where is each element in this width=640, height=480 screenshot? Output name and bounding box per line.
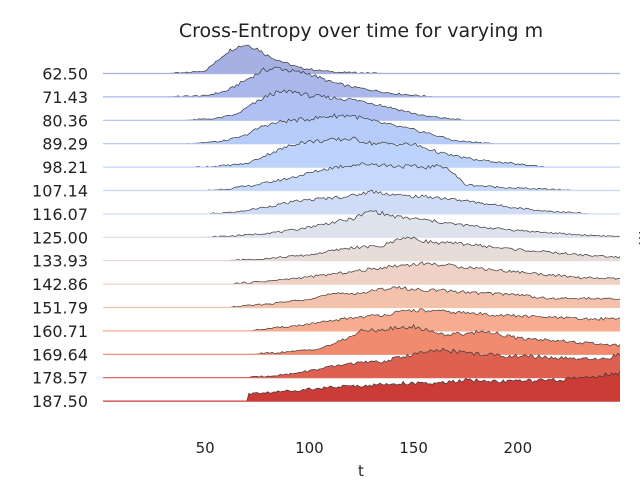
ridge-area-178.57 bbox=[103, 348, 620, 378]
y-tick-label: 187.50 bbox=[32, 392, 88, 411]
ridge-area-133.93 bbox=[103, 236, 620, 261]
chart-title: Cross-Entropy over time for varying m bbox=[179, 20, 543, 42]
x-tick-label: 200 bbox=[504, 439, 533, 457]
y-tick-label: 169.64 bbox=[32, 345, 88, 364]
x-axis-label: t bbox=[358, 462, 364, 480]
x-tick-labels: 50 100 150 200 bbox=[196, 439, 533, 457]
y-tick-label: 107.14 bbox=[32, 182, 88, 201]
y-tick-label: 151.79 bbox=[32, 299, 88, 318]
ridge-area-98.21 bbox=[103, 137, 620, 168]
y-tick-label: 89.29 bbox=[42, 135, 88, 154]
x-tick-label: 100 bbox=[295, 439, 324, 457]
ridge-area-116.07 bbox=[103, 190, 620, 214]
ridge-area-187.50 bbox=[103, 371, 620, 402]
y-tick-label: 71.43 bbox=[42, 88, 88, 107]
y-tick-label: 98.21 bbox=[42, 158, 88, 177]
y-tick-label: 125.00 bbox=[32, 228, 88, 247]
y-axis-label: m bbox=[635, 231, 640, 246]
ridge-outline-62.50 bbox=[103, 44, 620, 74]
ridge-area-160.71 bbox=[103, 308, 620, 331]
ridge-area-62.50 bbox=[103, 45, 620, 74]
ridge-area-151.79 bbox=[103, 286, 620, 308]
x-tick-label: 150 bbox=[399, 439, 428, 457]
y-tick-label: 80.36 bbox=[42, 111, 88, 130]
ridge-area-89.29 bbox=[103, 114, 620, 144]
ridge-area-125.00 bbox=[103, 210, 620, 238]
ridges bbox=[103, 44, 621, 402]
y-tick-label: 133.93 bbox=[32, 252, 88, 271]
y-tick-label: 142.86 bbox=[32, 275, 88, 294]
y-tick-labels: 62.50 71.43 80.36 89.29 98.21 107.14 116.07 125… bbox=[32, 65, 88, 412]
ridge-area-142.86 bbox=[103, 261, 620, 285]
y-tick-label: 116.07 bbox=[32, 205, 88, 224]
y-tick-label: 178.57 bbox=[32, 369, 88, 388]
ridge-area-169.64 bbox=[103, 324, 620, 355]
ridge-area-80.36 bbox=[103, 90, 620, 121]
y-tick-label: 62.50 bbox=[42, 65, 88, 84]
x-tick-label: 50 bbox=[196, 439, 215, 457]
ridge-area-107.14 bbox=[103, 162, 620, 191]
ridge-area-71.43 bbox=[103, 67, 620, 97]
y-tick-label: 160.71 bbox=[32, 322, 88, 341]
